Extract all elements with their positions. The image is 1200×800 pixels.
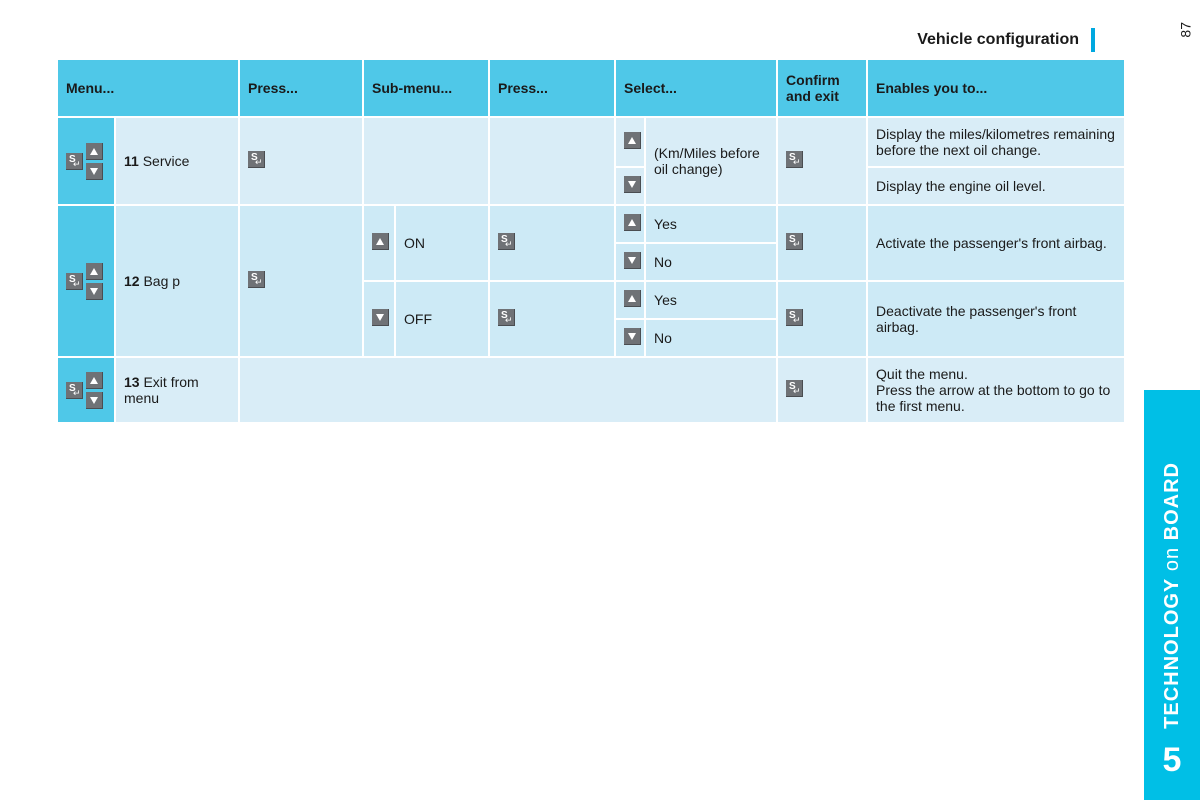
th-confirm: Confirm and exit — [777, 59, 867, 117]
select-text-cell: Yes — [645, 205, 777, 243]
arrow-down-icon — [624, 176, 641, 193]
enable-cell: Display the engine oil level. — [867, 167, 1125, 205]
submenu-text-cell: OFF — [395, 281, 489, 357]
arrow-down-icon — [86, 163, 103, 180]
arrow-up-icon — [624, 214, 641, 231]
mode-button-icon — [248, 271, 265, 288]
select-text-cell: Yes — [645, 281, 777, 319]
arrow-up-icon — [624, 290, 641, 307]
menu-label-cell: 12 Bag p — [115, 205, 239, 357]
select-icon-cell — [615, 205, 645, 243]
enable-cell: Quit the menu. Press the arrow at the bo… — [867, 357, 1125, 423]
mode-button-icon — [786, 309, 803, 326]
arrow-down-icon — [372, 309, 389, 326]
arrow-up-icon — [86, 143, 103, 160]
submenu-text-cell: ON — [395, 205, 489, 281]
th-press: Press... — [239, 59, 363, 117]
press-cell — [239, 205, 363, 357]
select-icon-cell — [615, 281, 645, 319]
empty-span-cell — [239, 357, 777, 423]
th-press2: Press... — [489, 59, 615, 117]
arrow-up-icon — [86, 372, 103, 389]
mode-button-icon — [498, 233, 515, 250]
enable-cell: Deactivate the passenger's front airbag. — [867, 281, 1125, 357]
submenu-icon-cell — [363, 205, 395, 281]
mode-button-icon — [66, 382, 83, 399]
press-cell — [239, 117, 363, 205]
select-icon-cell — [615, 117, 645, 167]
select-text-cell: No — [645, 319, 777, 357]
mode-button-icon — [786, 380, 803, 397]
th-select: Select... — [615, 59, 777, 117]
press2-cell — [489, 281, 615, 357]
arrow-down-icon — [624, 328, 641, 345]
section-title: Vehicle configuration — [917, 28, 1095, 52]
mode-button-icon — [248, 151, 265, 168]
arrow-up-icon — [624, 132, 641, 149]
select-icon-cell — [615, 243, 645, 281]
menu-nav-cell — [57, 205, 115, 357]
chapter-tab-number: 5 — [1163, 741, 1182, 780]
arrow-down-icon — [86, 283, 103, 300]
chapter-tab: TECHNOLOGY on BOARD 5 — [1144, 390, 1200, 800]
mode-button-icon — [498, 309, 515, 326]
select-text-cell: (Km/Miles before oil change) — [645, 117, 777, 205]
confirm-cell — [777, 205, 867, 281]
table-row: 13 Exit from menu Quit the menu. Press t… — [57, 357, 1125, 423]
enable-cell: Activate the passenger's front airbag. — [867, 205, 1125, 281]
table-row: 11 Service (Km/Miles before oil change) … — [57, 117, 1125, 167]
confirm-cell — [777, 357, 867, 423]
select-icon-cell — [615, 319, 645, 357]
mode-button-icon — [786, 151, 803, 168]
press2-cell — [489, 117, 615, 205]
menu-label-cell: 13 Exit from menu — [115, 357, 239, 423]
confirm-cell — [777, 281, 867, 357]
menu-nav-cell — [57, 357, 115, 423]
select-text-cell: No — [645, 243, 777, 281]
th-menu: Menu... — [57, 59, 239, 117]
mode-button-icon — [66, 153, 83, 170]
mode-button-icon — [786, 233, 803, 250]
confirm-cell — [777, 117, 867, 205]
arrow-up-icon — [86, 263, 103, 280]
submenu-icon-cell — [363, 281, 395, 357]
chapter-tab-label: TECHNOLOGY on BOARD — [1161, 462, 1184, 729]
arrow-down-icon — [624, 252, 641, 269]
config-table: Menu... Press... Sub-menu... Press... Se… — [56, 58, 1126, 424]
th-submenu: Sub-menu... — [363, 59, 489, 117]
menu-nav-cell — [57, 117, 115, 205]
press2-cell — [489, 205, 615, 281]
enable-cell: Display the miles/kilometres remaining b… — [867, 117, 1125, 167]
mode-button-icon — [66, 273, 83, 290]
table-row: 12 Bag p ON Yes Activate the passenger's… — [57, 205, 1125, 243]
page-number: 87 — [1178, 22, 1194, 38]
arrow-up-icon — [372, 233, 389, 250]
submenu-cell — [363, 117, 489, 205]
arrow-down-icon — [86, 392, 103, 409]
th-enables: Enables you to... — [867, 59, 1125, 117]
header-row: Menu... Press... Sub-menu... Press... Se… — [57, 59, 1125, 117]
menu-label-cell: 11 Service — [115, 117, 239, 205]
select-icon-cell — [615, 167, 645, 205]
